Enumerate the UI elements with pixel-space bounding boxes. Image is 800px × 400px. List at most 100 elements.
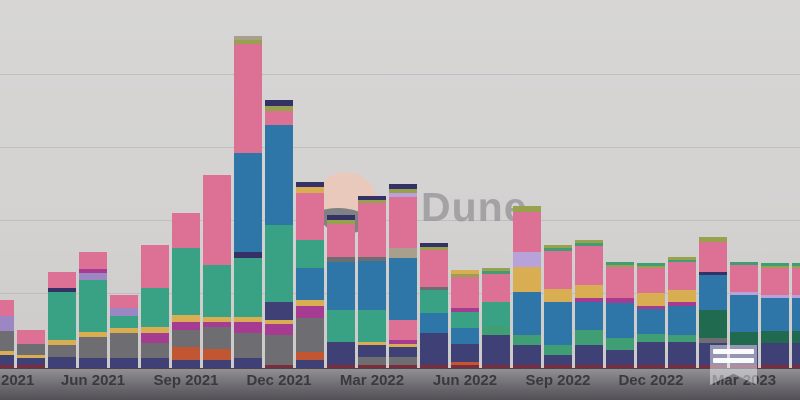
- bar-segment-pink: [389, 320, 417, 340]
- bar-stack-dec-2022[interactable]: [637, 263, 665, 368]
- bar-segment-blue: [420, 313, 448, 333]
- bar-segment-gray: [699, 338, 727, 343]
- bookmark-icon[interactable]: [710, 345, 757, 385]
- bar-segment-pink: [637, 268, 665, 293]
- x-tick-label: Dec 2021: [246, 372, 312, 389]
- bar-segment-navy: [203, 360, 231, 368]
- bar-segment-magenta: [606, 298, 634, 303]
- bar-segment-magenta: [141, 333, 169, 343]
- bar-stack-aug-2021[interactable]: [141, 245, 169, 368]
- bar-segment-olive: [699, 237, 727, 242]
- bar-segment-navy: [141, 358, 169, 368]
- bar-segment-maroon: [606, 365, 634, 368]
- bar-stack-apr-2021[interactable]: [17, 330, 45, 368]
- bar-stack-feb-2023[interactable]: [699, 237, 727, 368]
- bar-segment-maroon: [637, 365, 665, 368]
- bar-segment-olive: [792, 266, 800, 268]
- bar-segment-navy: [265, 302, 293, 320]
- bar-segment-gold: [203, 317, 231, 322]
- bar-stack-aug-2022[interactable]: [513, 206, 541, 368]
- bar-segment-gold: [637, 293, 665, 306]
- bar-stack-sep-2022[interactable]: [544, 245, 572, 368]
- bar-segment-purple: [0, 316, 14, 331]
- bar-segment-navy: [358, 345, 386, 357]
- bar-segment-maroon: [0, 365, 14, 368]
- bar-segment-teal: [265, 225, 293, 302]
- bar-stack-nov-2022[interactable]: [606, 262, 634, 368]
- bar-segment-pink: [792, 268, 800, 295]
- bar-segment-graytan: [389, 248, 417, 258]
- bar-segment-pink: [296, 193, 324, 240]
- bar-stack-may-2022[interactable]: [420, 243, 448, 368]
- bar-segment-navycap: [265, 100, 293, 106]
- bar-segment-navy: [637, 342, 665, 365]
- bar-segment-pink: [482, 274, 510, 302]
- bar-segment-maroon: [792, 365, 800, 368]
- bar-segment-green: [544, 345, 572, 355]
- bar-segment-blue: [358, 261, 386, 310]
- bar-segment-maroon: [544, 365, 572, 368]
- bar-stack-nov-2021[interactable]: [234, 36, 262, 368]
- bar-segment-maroon: [482, 365, 510, 368]
- bar-segment-teal: [296, 240, 324, 268]
- bar-segment-gold: [0, 351, 14, 355]
- bar-stack-jan-2022[interactable]: [296, 182, 324, 368]
- bar-stack-sep-2021[interactable]: [172, 213, 200, 368]
- bar-segment-magenta: [203, 322, 231, 327]
- bar-segment-navy: [606, 350, 634, 365]
- gridline: [0, 74, 800, 75]
- bar-segment-olive: [451, 274, 479, 277]
- bar-segment-gray: [389, 357, 417, 365]
- bar-segment-blue: [544, 302, 572, 345]
- bar-segment-navy: [110, 358, 138, 368]
- x-tick-label: Jun 2021: [60, 372, 126, 389]
- bar-stack-jun-2022[interactable]: [451, 270, 479, 368]
- bar-segment-teal: [172, 248, 200, 315]
- bar-stack-jul-2021[interactable]: [110, 295, 138, 368]
- bar-segment-gray: [17, 344, 45, 355]
- bar-segment-teal: [48, 292, 76, 340]
- bar-segment-blue: [606, 303, 634, 338]
- bar-stack-mar-2022[interactable]: [358, 196, 386, 368]
- bar-segment-teal: [482, 302, 510, 327]
- bar-stack-apr-2022[interactable]: [389, 184, 417, 368]
- bar-stack-jun-2021[interactable]: [79, 252, 107, 368]
- bar-stack-oct-2021[interactable]: [203, 175, 231, 368]
- x-axis: 2021 Jun 2021 Sep 2021 Dec 2021 Mar 2022 Jun …: [0, 368, 800, 400]
- bar-segment-navy: [761, 343, 789, 365]
- bar-segment-pink: [234, 44, 262, 153]
- bar-segment-olive: [234, 40, 262, 44]
- bar-segment-maroon: [17, 365, 45, 368]
- bar-segment-pink: [17, 330, 45, 344]
- bar-segment-blue: [699, 275, 727, 310]
- bar-segment-gold: [668, 290, 696, 302]
- bar-stack-may-2023[interactable]: [792, 263, 800, 368]
- bar-segment-navy: [327, 342, 355, 365]
- bar-segment-gray: [234, 333, 262, 358]
- bar-stack-apr-2023[interactable]: [761, 263, 789, 368]
- bar-segment-purple: [79, 273, 107, 280]
- bar-segment-magenta: [575, 298, 603, 302]
- bar-segment-olive: [637, 266, 665, 268]
- bar-stack-may-2021[interactable]: [48, 272, 76, 368]
- bar-stack-jan-2023[interactable]: [668, 257, 696, 368]
- bar-stack-dec-2021[interactable]: [265, 100, 293, 368]
- bar-segment-maroon: [389, 365, 417, 368]
- bar-stack-jul-2022[interactable]: [482, 268, 510, 368]
- bar-segment-navycap: [327, 215, 355, 220]
- bar-segment-green: [606, 262, 634, 265]
- bar-segment-lavender: [730, 292, 758, 295]
- bar-segment-darkgreen: [730, 332, 758, 345]
- bar-segment-green: [730, 262, 758, 265]
- bar-stack-oct-2022[interactable]: [575, 240, 603, 368]
- bar-segment-magenta: [79, 269, 107, 273]
- bar-stack-mar-2021[interactable]: [0, 300, 14, 368]
- bar-segment-navy: [48, 357, 76, 368]
- bar-segment-navy: [451, 344, 479, 362]
- bar-segment-blue: [327, 262, 355, 310]
- bar-segment-lavender: [792, 295, 800, 298]
- bar-stack-feb-2022[interactable]: [327, 215, 355, 368]
- bar-segment-pink: [389, 197, 417, 248]
- bar-segment-orange: [451, 362, 479, 365]
- bar-segment-maroon: [327, 365, 355, 368]
